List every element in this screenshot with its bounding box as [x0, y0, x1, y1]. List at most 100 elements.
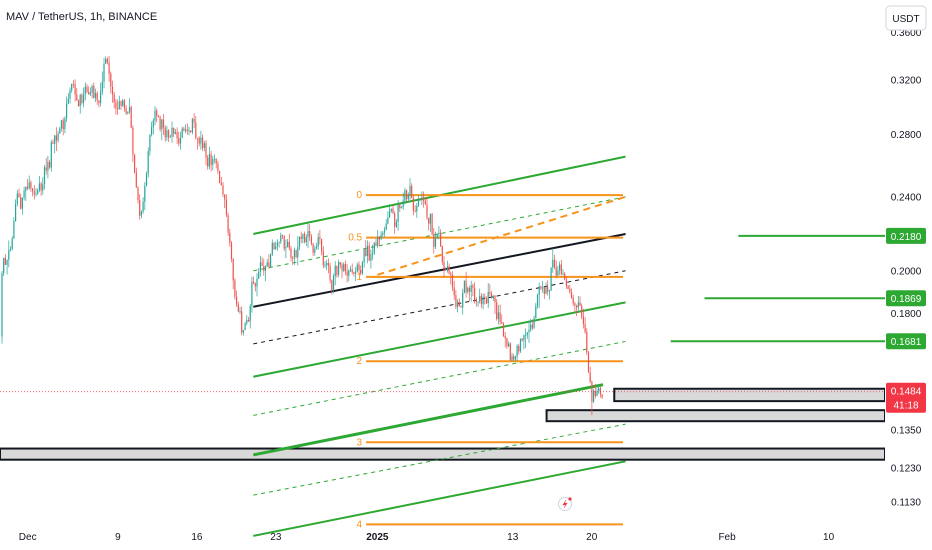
candle-body — [156, 110, 158, 116]
candle-body — [431, 213, 433, 235]
candle-body — [343, 264, 345, 271]
candle-body — [208, 154, 210, 167]
candle-body — [305, 237, 307, 243]
candle-body — [86, 86, 88, 92]
candle-body — [346, 271, 348, 276]
level-tag — [886, 227, 926, 244]
candle-body — [190, 130, 192, 133]
date-tick-label: 10 — [823, 532, 835, 543]
date-tick-label: 13 — [507, 532, 519, 543]
candle-body — [93, 86, 95, 98]
candle-body — [84, 86, 86, 95]
candle-body — [266, 262, 268, 267]
candle-body — [450, 273, 452, 275]
candle-body — [310, 236, 312, 244]
candle-body — [587, 352, 590, 373]
candle-body — [514, 356, 516, 360]
candle-body — [152, 120, 154, 128]
price-scale[interactable]: 0.3600 0.3200 0.2800 0.2400 0.2000 0.1800 0.13… — [885, 0, 932, 550]
candle-body — [242, 330, 244, 333]
candle-body — [179, 137, 182, 144]
candle-body — [457, 301, 459, 307]
current-price-tag — [886, 382, 926, 413]
candle-body — [293, 249, 295, 259]
candle-body — [157, 115, 159, 117]
candle-body — [88, 91, 90, 95]
candle-body — [38, 183, 40, 191]
candle-body — [475, 300, 477, 303]
candle-body — [123, 100, 125, 109]
fibonacci-levels: 0 0.5 1 2 3 4 — [348, 190, 623, 530]
candle-body — [67, 98, 69, 104]
candle-body — [349, 269, 352, 271]
candle-body — [339, 262, 341, 265]
candle-body — [43, 167, 46, 185]
candle-body — [579, 302, 581, 306]
candle-body — [76, 94, 78, 101]
trend-line — [253, 460, 626, 537]
candle-body — [122, 100, 124, 106]
candle-body — [224, 194, 226, 200]
candle-body — [412, 198, 414, 211]
level-tag-label: 0.1869 — [891, 294, 922, 305]
candle-body — [173, 128, 175, 134]
candle-body — [509, 343, 511, 361]
candle-body — [474, 287, 476, 301]
candle-body — [52, 142, 54, 144]
candle-body — [598, 388, 600, 392]
candle-body — [241, 311, 243, 333]
price-tick-label: 0.1230 — [891, 463, 922, 474]
price-tick-label: 0.1350 — [891, 426, 922, 437]
candle-body — [358, 264, 360, 271]
candle-body — [480, 295, 482, 305]
candle-body — [576, 305, 578, 308]
candle-body — [557, 270, 559, 276]
candle-body — [77, 100, 80, 107]
candle-body — [387, 217, 389, 224]
candle-body — [419, 198, 421, 200]
candle-body — [513, 356, 515, 360]
currency-button[interactable]: USDT — [885, 5, 927, 31]
lightning-icon[interactable] — [558, 497, 572, 511]
candle-body — [219, 170, 221, 183]
candle-body — [20, 197, 22, 209]
date-tick-label: 9 — [115, 532, 121, 543]
symbol-title: MAV / TetherUS, 1h, BINANCE — [6, 11, 157, 23]
candle-body — [47, 162, 49, 171]
candle-body — [533, 318, 535, 328]
candle-body — [535, 306, 537, 319]
candle-body — [217, 163, 219, 171]
candle-body — [71, 83, 73, 91]
date-tick-label: 20 — [586, 532, 598, 543]
candle-body — [149, 134, 151, 152]
candle-body — [270, 254, 272, 267]
time-scale[interactable]: Dec 9 16 23 2025 13 20 Feb 10 — [19, 532, 835, 543]
candle-body — [259, 262, 261, 273]
candle-body — [508, 343, 510, 347]
candle-body — [502, 323, 505, 337]
candle-body — [417, 198, 420, 206]
candle-body — [15, 203, 17, 222]
candle-body — [501, 322, 503, 324]
candle-body — [220, 182, 222, 186]
candle-body — [324, 264, 326, 266]
candle-body — [484, 296, 486, 299]
price-tick-label: 0.2800 — [891, 130, 922, 141]
candle-body — [154, 110, 156, 121]
level-tag-label: 0.2180 — [891, 232, 922, 243]
candle-body — [244, 323, 246, 331]
candle-body — [361, 262, 363, 274]
candle-body — [256, 278, 258, 287]
candle-body — [83, 94, 85, 103]
candle-body — [569, 288, 571, 292]
candle-body — [285, 246, 287, 249]
candle-body — [105, 58, 107, 64]
trend-line — [253, 340, 626, 416]
candle-body — [599, 388, 601, 395]
date-tick-label: 2025 — [366, 532, 389, 543]
candle-body — [202, 137, 204, 149]
candle-body — [50, 142, 52, 168]
date-tick-label: 23 — [270, 532, 282, 543]
candle-body — [281, 235, 284, 236]
